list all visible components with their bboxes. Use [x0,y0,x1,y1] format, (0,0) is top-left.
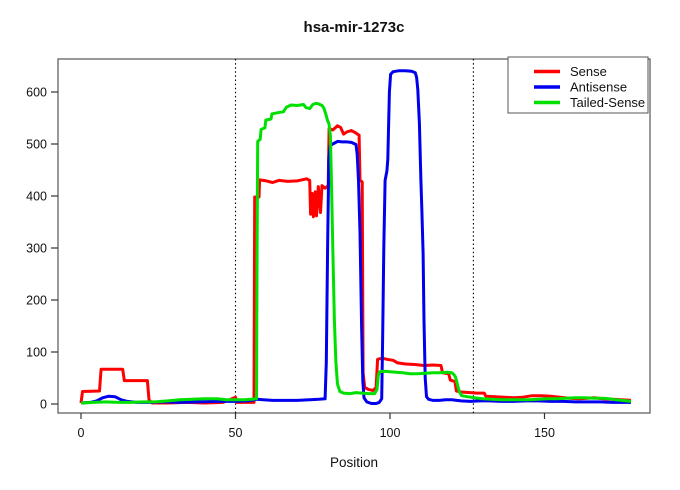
x-tick-label: 150 [534,426,555,440]
legend-tailed-sense-label: Tailed-Sense [570,95,645,110]
plot-border [57,58,651,414]
y-tick-label: 100 [26,346,47,360]
tailed-sense-line [80,101,632,405]
legend-sense-label: Sense [570,64,607,79]
x-tick-label: 0 [78,426,85,440]
y-tick-label: 600 [26,86,47,100]
sense-line [79,124,632,405]
chart-title: hsa-mir-1273c [304,19,405,36]
x-tick-label: 100 [380,426,401,440]
y-tick-label: 300 [26,242,47,256]
y-tick-label: 200 [26,294,47,308]
y-tick-label: 500 [26,138,47,152]
x-tick-label: 50 [229,426,243,440]
y-tick-label: 400 [26,190,47,204]
legend-box [507,56,649,114]
x-axis-label: Position [330,455,378,470]
legend: Sense Antisense Tailed-Sense [507,56,649,114]
dotted-marker-lines [234,59,474,413]
legend-antisense-label: Antisense [570,80,627,95]
y-tick-label: 0 [40,398,47,412]
antisense-line [80,69,631,405]
x-axis-ticks: 0 50 100 150 [78,413,555,440]
y-axis-ticks: 0 100 200 300 400 500 600 [26,86,58,412]
